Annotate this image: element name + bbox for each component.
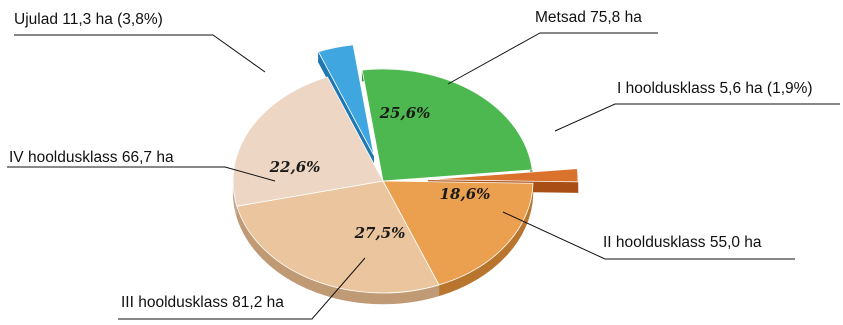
percent-label: 18,6% xyxy=(440,185,491,203)
leader-line xyxy=(118,257,366,320)
slice-label: Ujulad 11,3 ha (3,8%) xyxy=(14,11,163,28)
leader-line xyxy=(502,211,795,260)
leader-line xyxy=(14,34,266,73)
slice-ujulad xyxy=(317,44,375,156)
leader-line xyxy=(554,103,840,132)
slice-labels: Metsad 75,8 ha I hooldusklass 5,6 ha (1,9… xyxy=(9,9,813,311)
slice-label: I hooldusklass 5,6 ha (1,9%) xyxy=(617,80,813,97)
slice-iii-hooldusklass xyxy=(236,180,440,294)
pie-slices xyxy=(232,44,579,294)
percent-label: 27,5% xyxy=(354,224,406,242)
slice-label: III hooldusklass 81,2 ha xyxy=(121,294,284,311)
slice-ii-hooldusklass xyxy=(382,180,534,286)
percent-labels: 25,6% 18,6% 27,5% 22,6% xyxy=(269,104,491,242)
leader-line xyxy=(7,166,276,182)
leader-lines xyxy=(7,32,840,320)
slice-iv-hooldusklass xyxy=(232,76,384,207)
percent-label: 25,6% xyxy=(379,104,431,122)
slice-label: II hooldusklass 55,0 ha xyxy=(603,234,762,251)
slice-label: IV hooldusklass 66,7 ha xyxy=(9,149,174,166)
slice-metsad xyxy=(361,68,533,182)
slice-label: Metsad 75,8 ha xyxy=(535,9,642,26)
percent-label: 22,6% xyxy=(269,158,321,176)
leader-line xyxy=(447,32,658,85)
slice-i-hooldusklass xyxy=(427,168,579,183)
